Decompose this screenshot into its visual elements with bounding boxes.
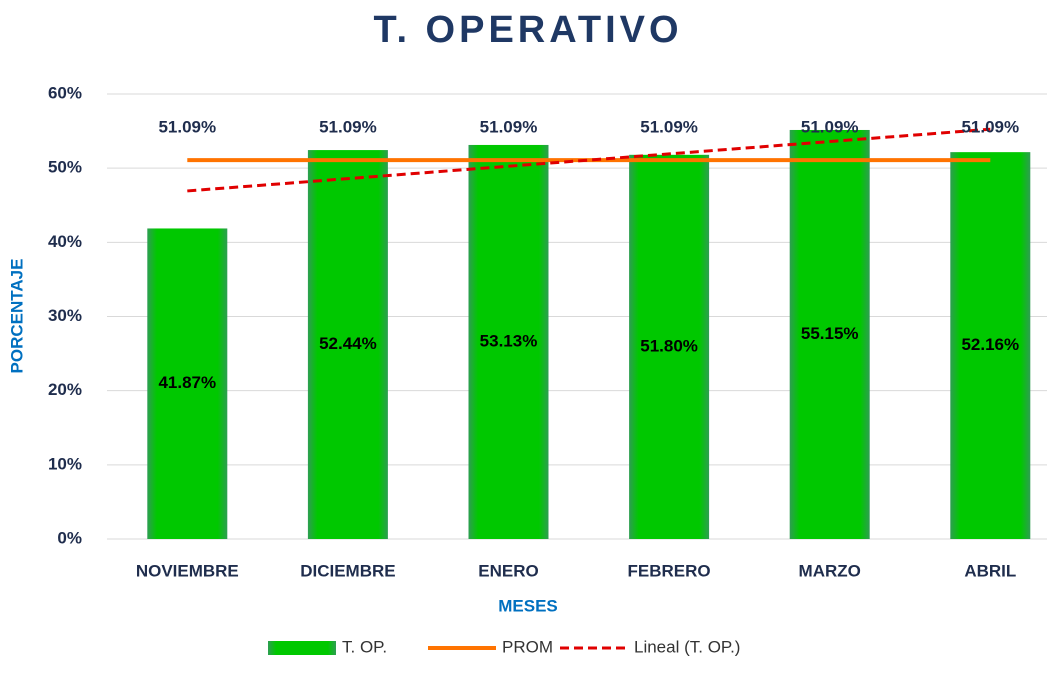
x-tick-label: FEBRERO: [628, 561, 711, 580]
x-tick-label: MARZO: [799, 561, 861, 580]
data-label: 51.09%: [319, 118, 377, 137]
y-tick-label: 20%: [48, 380, 82, 399]
bar: [789, 129, 870, 540]
y-tick-label: 30%: [48, 306, 82, 325]
data-label: 41.87%: [158, 373, 216, 392]
y-tick-label: 60%: [48, 83, 82, 102]
bar: [147, 228, 228, 539]
data-label: 51.09%: [801, 118, 859, 137]
y-tick-label: 50%: [48, 158, 82, 177]
trend-line: [187, 127, 991, 193]
x-tick-label: NOVIEMBRE: [136, 561, 239, 580]
y-axis-label: PORCENTAJE: [7, 259, 26, 374]
y-tick-label: 10%: [48, 454, 82, 473]
y-tick-label: 0%: [57, 528, 82, 547]
legend-label: T. OP.: [342, 637, 387, 656]
data-label: 52.16%: [961, 335, 1019, 354]
y-tick-label: 40%: [48, 232, 82, 251]
bar: [629, 154, 710, 540]
data-label: 51.09%: [480, 118, 538, 137]
bar: [307, 150, 388, 539]
x-tick-label: ABRIL: [964, 561, 1016, 580]
legend-swatch: [268, 641, 336, 655]
data-label: 51.09%: [158, 118, 216, 137]
bar: [468, 144, 549, 539]
x-tick-label: ENERO: [478, 561, 538, 580]
legend-label: Lineal (T. OP.): [634, 637, 740, 656]
bar: [950, 152, 1031, 539]
data-label: 53.13%: [480, 331, 538, 350]
data-label: 55.15%: [801, 324, 859, 343]
data-label: 51.09%: [640, 118, 698, 137]
legend-label: PROM: [502, 637, 553, 656]
x-axis-label: MESES: [498, 596, 558, 615]
x-tick-label: DICIEMBRE: [300, 561, 395, 580]
data-label: 51.80%: [640, 336, 698, 355]
data-label: 52.44%: [319, 334, 377, 353]
chart-title: T. OPERATIVO: [373, 9, 682, 51]
data-label: 51.09%: [961, 118, 1019, 137]
